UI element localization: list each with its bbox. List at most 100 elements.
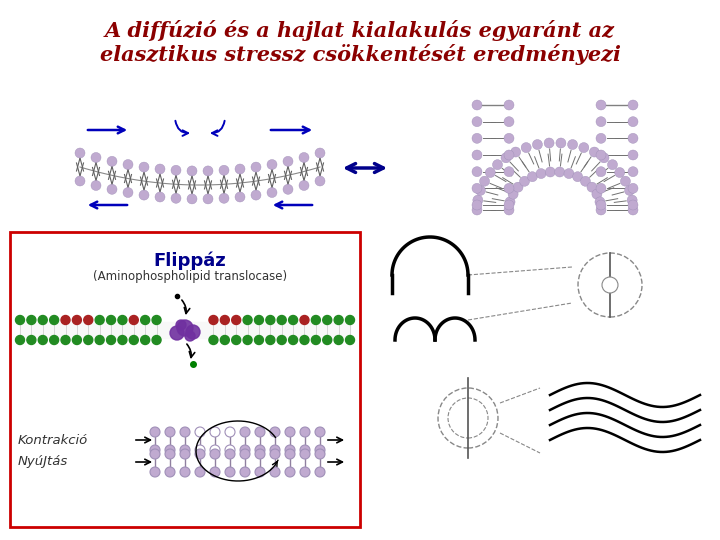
Circle shape <box>283 184 293 194</box>
Circle shape <box>472 133 482 143</box>
Circle shape <box>84 335 93 345</box>
Circle shape <box>628 167 638 177</box>
Circle shape <box>150 449 160 459</box>
Circle shape <box>195 427 205 437</box>
Circle shape <box>38 335 48 345</box>
Circle shape <box>84 315 93 325</box>
Circle shape <box>595 197 605 207</box>
Circle shape <box>171 193 181 203</box>
Circle shape <box>513 182 523 192</box>
Circle shape <box>171 165 181 176</box>
Circle shape <box>195 449 205 459</box>
Circle shape <box>73 315 81 325</box>
Circle shape <box>240 445 250 455</box>
Circle shape <box>107 315 115 325</box>
Circle shape <box>596 117 606 127</box>
Circle shape <box>219 165 229 176</box>
Circle shape <box>520 176 530 186</box>
Circle shape <box>107 184 117 194</box>
Circle shape <box>150 467 160 477</box>
Circle shape <box>504 184 514 193</box>
Circle shape <box>323 315 332 325</box>
Bar <box>10 232 360 527</box>
Circle shape <box>608 160 618 170</box>
Circle shape <box>628 100 638 110</box>
Circle shape <box>315 467 325 477</box>
Circle shape <box>596 205 606 215</box>
Circle shape <box>180 445 190 455</box>
Circle shape <box>475 185 485 195</box>
Circle shape <box>480 176 490 186</box>
Circle shape <box>177 320 193 336</box>
Circle shape <box>504 133 514 143</box>
Circle shape <box>225 445 235 455</box>
Circle shape <box>155 164 165 174</box>
Circle shape <box>203 194 213 204</box>
Circle shape <box>277 335 287 345</box>
Circle shape <box>185 331 195 341</box>
Circle shape <box>572 172 582 181</box>
Circle shape <box>532 139 542 150</box>
Text: Kontrakció: Kontrakció <box>18 434 89 447</box>
Circle shape <box>299 180 309 191</box>
Circle shape <box>346 335 354 345</box>
Circle shape <box>123 159 133 170</box>
Circle shape <box>209 315 218 325</box>
Circle shape <box>448 398 488 438</box>
Circle shape <box>165 427 175 437</box>
Circle shape <box>16 315 24 325</box>
Circle shape <box>130 315 138 325</box>
Circle shape <box>225 427 235 437</box>
Circle shape <box>243 315 252 325</box>
Circle shape <box>544 138 554 148</box>
Circle shape <box>587 182 597 192</box>
Circle shape <box>311 315 320 325</box>
Circle shape <box>504 200 514 210</box>
Text: elasztikus stressz csökkentését eredményezi: elasztikus stressz csökkentését eredmény… <box>99 44 621 65</box>
Circle shape <box>50 315 58 325</box>
Circle shape <box>504 117 514 127</box>
Circle shape <box>232 315 240 325</box>
Circle shape <box>438 388 498 448</box>
Circle shape <box>311 335 320 345</box>
Circle shape <box>255 467 265 477</box>
Circle shape <box>50 335 58 345</box>
Circle shape <box>504 205 514 215</box>
Circle shape <box>210 427 220 437</box>
Circle shape <box>27 335 36 345</box>
Bar <box>20 322 350 338</box>
Circle shape <box>251 162 261 172</box>
Circle shape <box>472 117 482 127</box>
Circle shape <box>195 467 205 477</box>
Circle shape <box>95 315 104 325</box>
Circle shape <box>504 100 514 110</box>
Circle shape <box>210 449 220 459</box>
Circle shape <box>315 449 325 459</box>
Circle shape <box>187 166 197 176</box>
Circle shape <box>130 335 138 345</box>
Circle shape <box>315 427 325 437</box>
Circle shape <box>139 162 149 172</box>
Circle shape <box>628 117 638 127</box>
Circle shape <box>251 190 261 200</box>
Circle shape <box>283 156 293 166</box>
Circle shape <box>599 153 609 163</box>
Circle shape <box>270 445 280 455</box>
Circle shape <box>123 187 133 198</box>
Circle shape <box>150 427 160 437</box>
Circle shape <box>255 445 265 455</box>
Circle shape <box>107 156 117 166</box>
Circle shape <box>508 189 518 199</box>
Circle shape <box>107 335 115 345</box>
Circle shape <box>225 467 235 477</box>
Text: (Aminophospholipid translocase): (Aminophospholipid translocase) <box>93 270 287 283</box>
Circle shape <box>536 168 546 179</box>
Circle shape <box>485 167 495 178</box>
Circle shape <box>504 150 514 160</box>
Circle shape <box>596 200 606 210</box>
Circle shape <box>315 445 325 455</box>
Circle shape <box>564 168 574 179</box>
Circle shape <box>118 335 127 345</box>
Circle shape <box>521 143 531 153</box>
Circle shape <box>195 445 205 455</box>
